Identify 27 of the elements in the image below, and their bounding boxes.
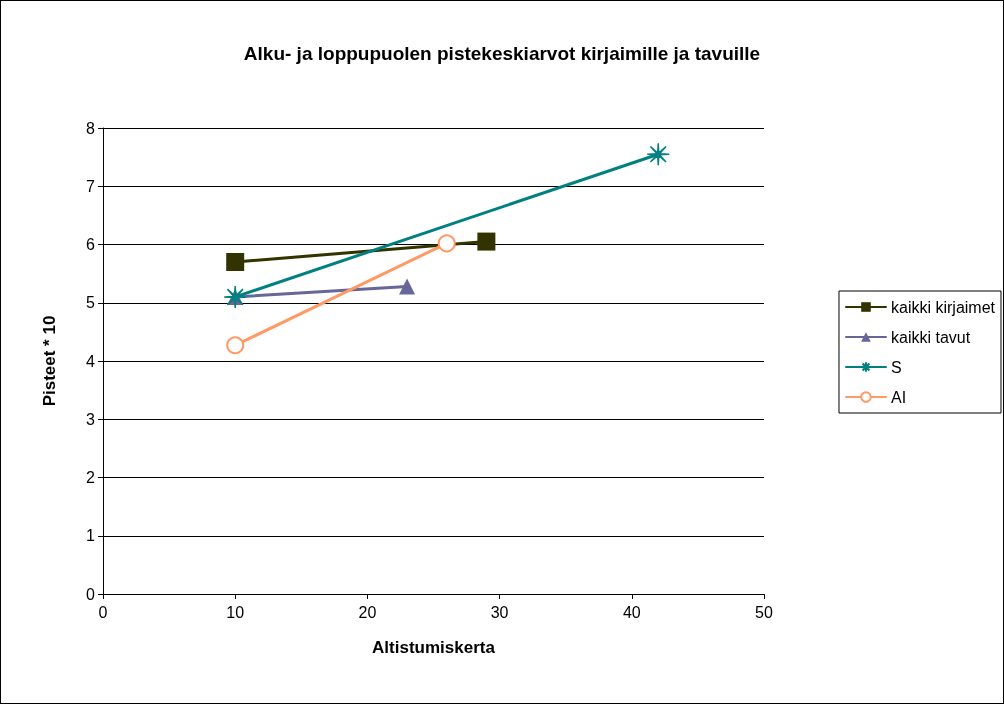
point [437,234,456,253]
x-tick-label: 50 [755,603,773,621]
legend-label: S [890,358,902,376]
legend-label: kaikki tavut [890,328,971,346]
y-tick-label: 4 [86,352,96,370]
x-tick-label: 30 [490,603,509,621]
y-tick-label: 1 [86,527,96,545]
y-tick-label: 8 [86,119,96,137]
legend-label: kaikki kirjaimet [890,298,996,316]
y-tick-label: 5 [86,294,96,312]
x-tick-label: 0 [98,603,108,621]
x-tick-label: 40 [622,603,641,621]
y-tick-label: 7 [86,177,96,195]
y-tick-label: 0 [86,585,96,603]
x-tick-label: 10 [226,603,245,621]
x-axis-title: Altistumiskerta [372,638,496,657]
legend-label: AI [890,388,907,406]
y-tick-label: 2 [86,469,96,486]
y-tick-label: 6 [86,236,96,253]
y-tick-label: 3 [86,410,96,428]
point [477,232,496,251]
chart-title: Alku- ja loppupuolen pistekeskiarvot kirjaimille ja tavuille [243,43,761,64]
point [226,336,245,355]
x-tick-label: 20 [358,603,377,621]
y-axis-title: Pisteet * 10 [40,315,59,407]
point [646,142,670,166]
point [226,252,245,271]
